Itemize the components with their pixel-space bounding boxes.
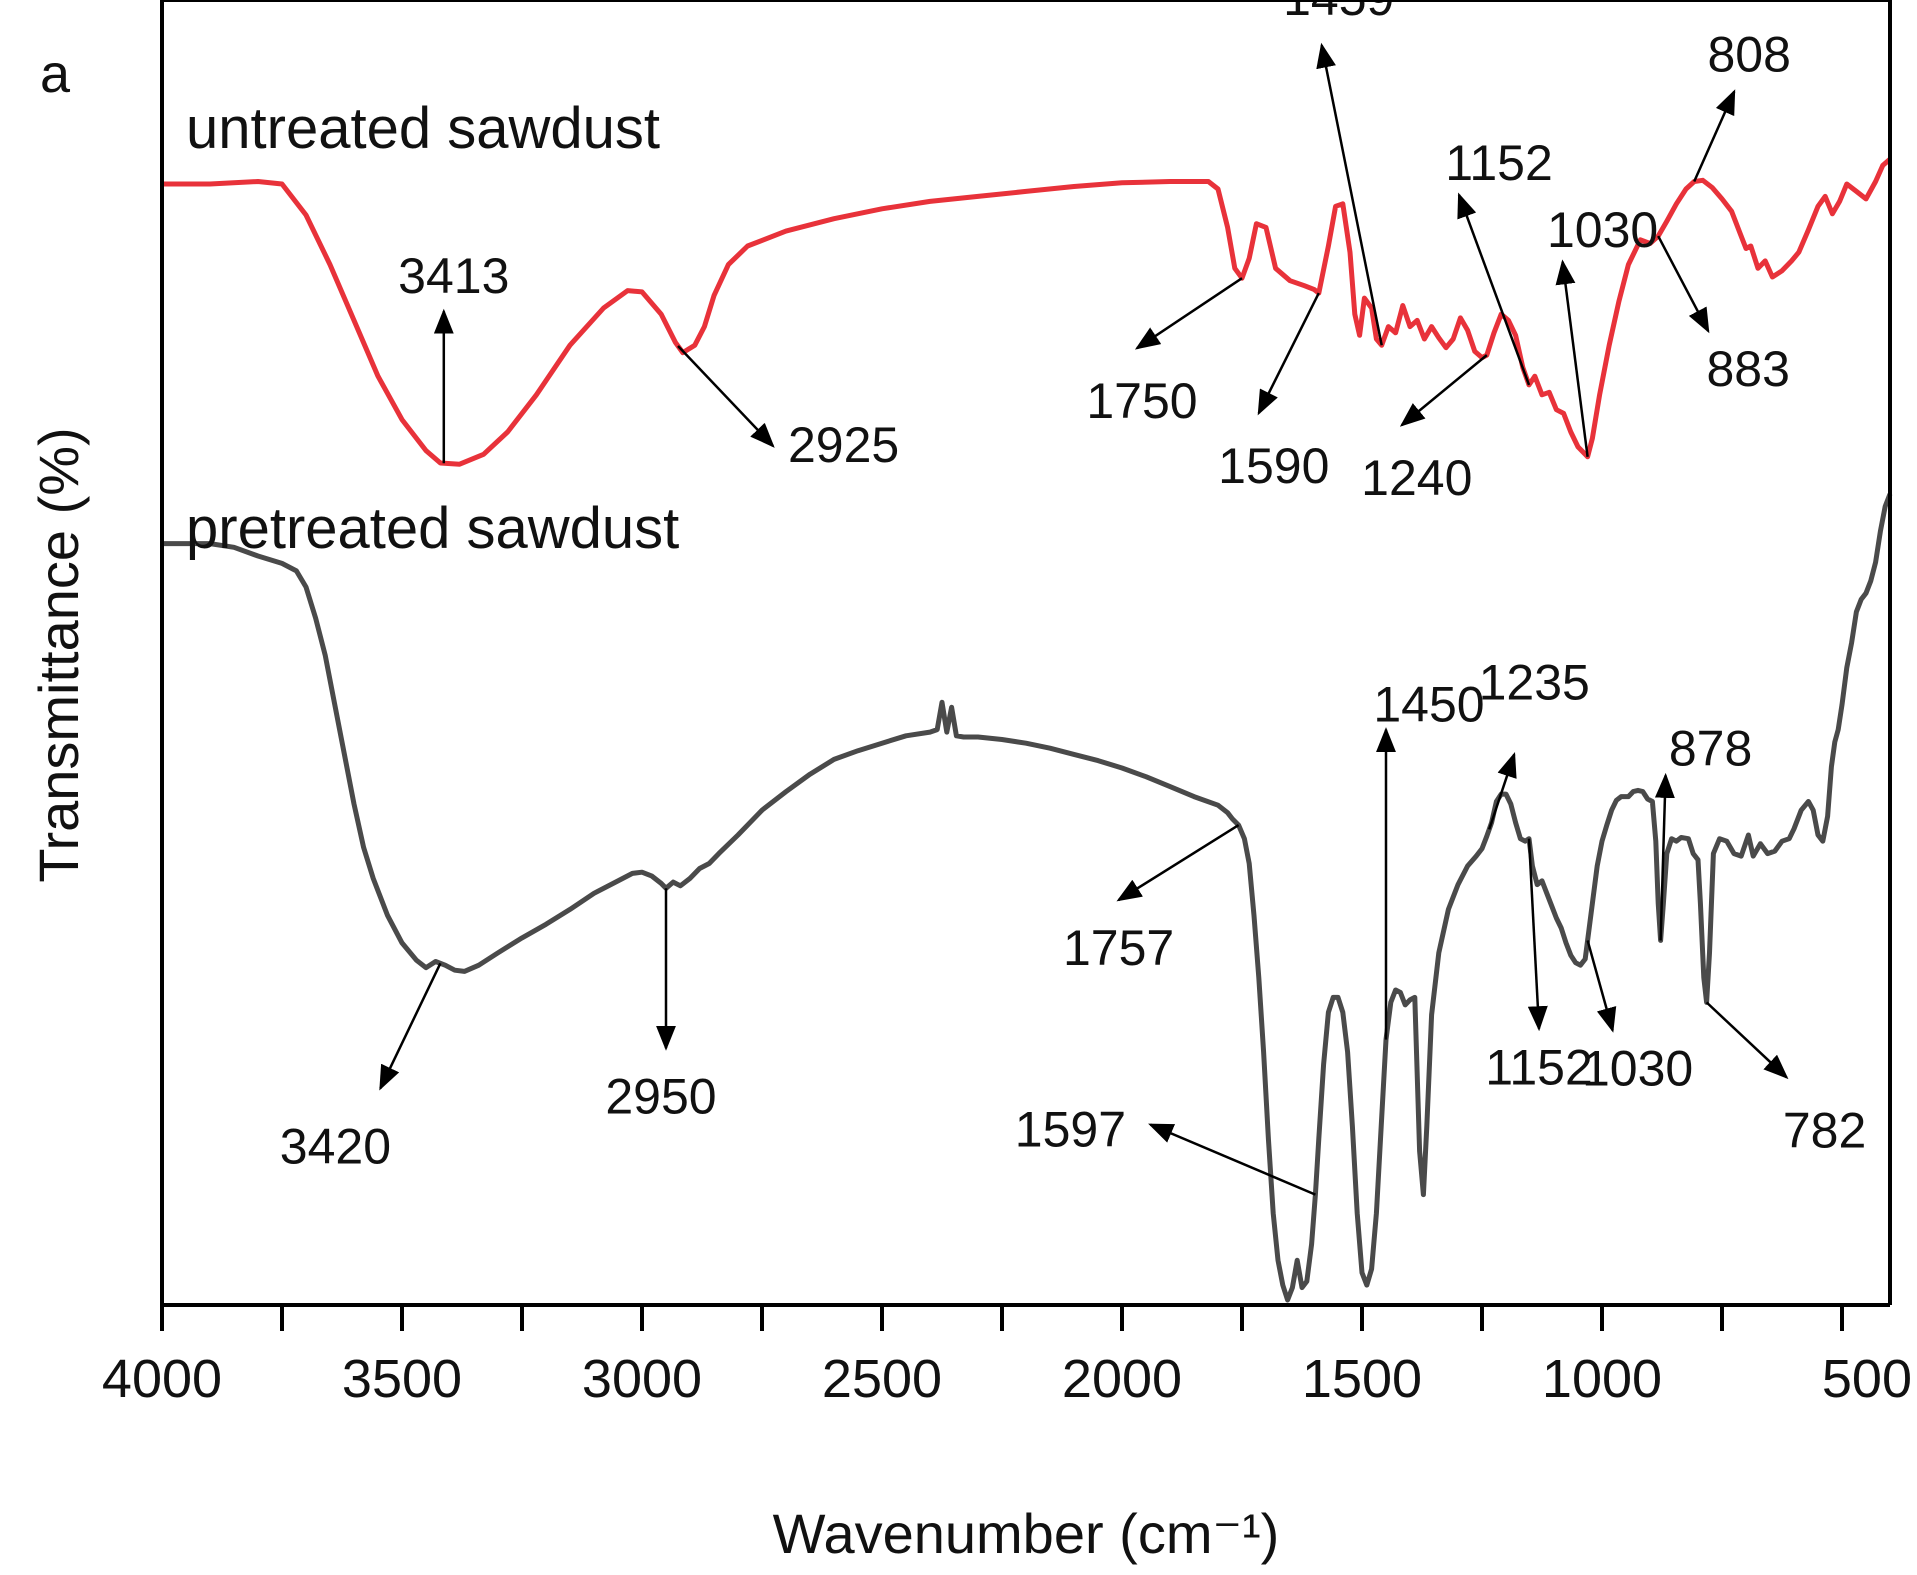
series-label-0: untreated sawdust: [186, 96, 660, 161]
x-tick-label-500: 500: [1822, 1349, 1912, 1409]
series-labels: untreated sawdust pretreated sawdust: [186, 96, 679, 561]
x-tick-label-3500: 3500: [342, 1349, 462, 1409]
x-tick-label-2500: 2500: [822, 1349, 942, 1409]
annotation-label-16: 1152: [1485, 1040, 1593, 1096]
x-tick-label-1500: 1500: [1302, 1349, 1422, 1409]
annotation-arrow-15: [1488, 752, 1517, 830]
annotation-label-11: 2950: [605, 1068, 716, 1124]
x-tick-label-3000: 3000: [582, 1349, 702, 1409]
annotation-label-5: 1240: [1361, 450, 1472, 506]
annotation-arrow-1: [677, 345, 775, 448]
annotation-label-12: 1757: [1063, 920, 1174, 976]
annotation-arrow-12: [1116, 824, 1240, 902]
annotation-arrow-16: [1527, 838, 1548, 1032]
annotation-label-15: 1235: [1479, 654, 1590, 710]
x-tick-label-1000: 1000: [1542, 1349, 1662, 1409]
annotation-label-14: 1450: [1373, 677, 1484, 733]
annotation-arrow-9: [1693, 89, 1736, 183]
x-ticks: 4000 3500 3000 2500 2000 1500 1000 500: [102, 1305, 1912, 1409]
annotation-arrow-10: [379, 962, 442, 1091]
annotation-label-1: 2925: [788, 417, 899, 473]
annotation-label-17: 1030: [1582, 1040, 1693, 1096]
x-tick-label-2000: 2000: [1062, 1349, 1182, 1409]
series-line-1: [162, 493, 1893, 1303]
annotation-arrow-8: [1657, 235, 1710, 334]
annotation-arrow-5: [1399, 354, 1488, 427]
annotation-label-7: 1030: [1547, 202, 1658, 258]
annotation-label-3: 1590: [1218, 438, 1329, 494]
annotation-label-19: 782: [1783, 1102, 1866, 1158]
annotation-arrow-2: [1134, 277, 1243, 350]
annotation-label-9: 808: [1707, 27, 1790, 83]
annotation-arrow-17: [1586, 940, 1617, 1033]
annotation-label-0: 3413: [398, 248, 509, 304]
annotation-arrow-19: [1705, 1001, 1789, 1080]
annotation-arrow-7: [1555, 259, 1589, 457]
annotation-label-8: 883: [1706, 341, 1789, 397]
annotation-label-6: 1152: [1445, 135, 1553, 191]
annotation-label-10: 3420: [280, 1118, 391, 1174]
annotation-layer: 3413292517501590145912401152103088380834…: [280, 0, 1866, 1196]
panel-label: a: [40, 44, 71, 104]
annotation-arrow-3: [1257, 292, 1320, 416]
annotation-label-2: 1750: [1086, 373, 1197, 429]
x-tick-label-4000: 4000: [102, 1349, 222, 1409]
x-axis-title: Wavenumber (cm⁻¹): [773, 1502, 1280, 1565]
annotation-label-13: 1597: [1015, 1102, 1126, 1158]
annotation-label-4: 1459: [1283, 0, 1394, 26]
annotation-arrow-6: [1457, 192, 1531, 386]
annotation-arrow-13: [1148, 1123, 1316, 1196]
y-axis-title: Transmittance (%): [27, 427, 90, 882]
annotation-label-18: 878: [1669, 720, 1752, 776]
series-label-1: pretreated sawdust: [186, 496, 679, 561]
annotation-arrow-18: [1654, 772, 1675, 941]
annotation-arrow-4: [1316, 42, 1383, 346]
